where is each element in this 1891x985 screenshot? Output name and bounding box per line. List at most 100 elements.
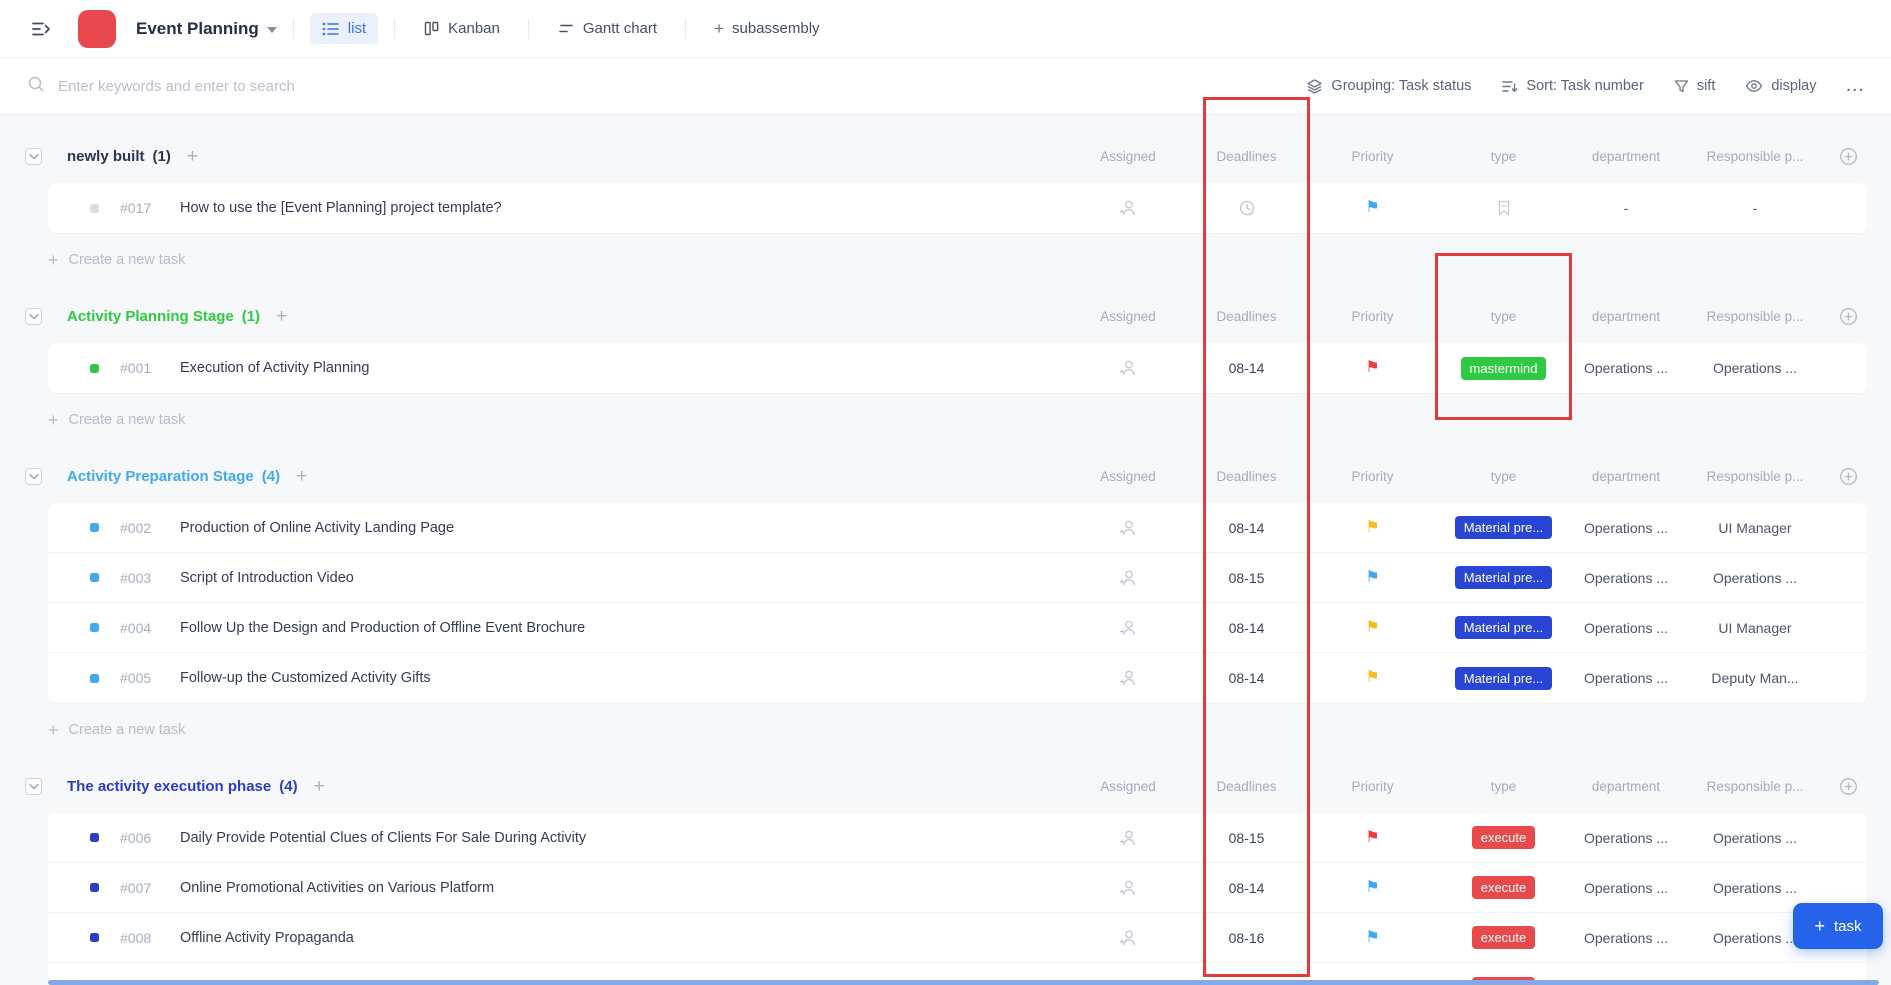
task-title[interactable]: Offline Activity Propaganda xyxy=(180,930,354,946)
assigned-cell[interactable] xyxy=(1073,198,1183,218)
deadline-cell[interactable] xyxy=(1183,198,1310,218)
project-logo[interactable] xyxy=(78,10,116,48)
task-title[interactable]: Production of Online Activity Landing Pa… xyxy=(180,520,454,536)
chevron-down-icon[interactable] xyxy=(267,20,277,38)
deadline-cell[interactable]: 08-14 xyxy=(1183,520,1310,536)
task-title[interactable]: Daily Provide Potential Clues of Clients… xyxy=(180,830,586,846)
deadline-cell[interactable]: 08-15 xyxy=(1183,830,1310,846)
column-header[interactable]: Assigned xyxy=(1073,779,1183,794)
group-collapse-icon[interactable] xyxy=(25,148,42,165)
tab-subassembly[interactable]: + subassembly xyxy=(702,12,831,46)
assigned-cell[interactable] xyxy=(1073,618,1183,638)
deadline-cell[interactable]: 08-14 xyxy=(1183,880,1310,896)
column-header[interactable]: type xyxy=(1435,149,1572,164)
tab-list[interactable]: list xyxy=(310,13,378,44)
priority-cell[interactable]: ⚑ xyxy=(1310,880,1435,896)
type-tag[interactable]: Material pre... xyxy=(1455,667,1552,690)
filter-button[interactable]: sift xyxy=(1674,78,1716,94)
task-title[interactable]: Execution of Activity Planning xyxy=(180,360,369,376)
task-row[interactable]: #004 Follow Up the Design and Production… xyxy=(48,603,1867,653)
department-cell[interactable]: Operations ... xyxy=(1572,570,1680,586)
type-cell[interactable]: execute xyxy=(1435,826,1572,849)
grouping-button[interactable]: Grouping: Task status xyxy=(1306,78,1471,95)
column-header[interactable]: department xyxy=(1572,309,1680,324)
display-button[interactable]: display xyxy=(1745,78,1816,94)
sidebar-toggle-icon[interactable] xyxy=(30,19,52,39)
type-cell[interactable]: execute xyxy=(1435,876,1572,899)
group-name[interactable]: The activity execution phase xyxy=(67,778,271,795)
department-cell[interactable]: Operations ... xyxy=(1572,360,1680,376)
column-header[interactable]: Deadlines xyxy=(1183,309,1310,324)
priority-cell[interactable]: ⚑ xyxy=(1310,360,1435,376)
group-collapse-icon[interactable] xyxy=(25,778,42,795)
task-row[interactable]: #008 Offline Activity Propaganda 08-16 ⚑… xyxy=(48,913,1867,963)
task-title[interactable]: Script of Introduction Video xyxy=(180,570,354,586)
type-cell[interactable]: execute xyxy=(1435,926,1572,949)
type-cell[interactable]: mastermind xyxy=(1435,357,1572,380)
type-cell[interactable] xyxy=(1435,199,1572,217)
deadline-cell[interactable]: 08-14 xyxy=(1183,620,1310,636)
column-header[interactable]: Assigned xyxy=(1073,149,1183,164)
type-tag[interactable]: Material pre... xyxy=(1455,516,1552,539)
column-header[interactable]: Priority xyxy=(1310,779,1435,794)
group-name[interactable]: newly built xyxy=(67,148,145,165)
priority-cell[interactable]: ⚑ xyxy=(1310,200,1435,216)
deadline-cell[interactable]: 08-14 xyxy=(1183,360,1310,376)
tab-kanban[interactable]: Kanban xyxy=(411,13,512,44)
add-column-icon[interactable] xyxy=(1830,307,1867,326)
type-cell[interactable]: Material pre... xyxy=(1435,667,1572,690)
task-row[interactable]: #005 Follow-up the Customized Activity G… xyxy=(48,653,1867,703)
type-tag[interactable]: execute xyxy=(1472,926,1536,949)
department-cell[interactable]: Operations ... xyxy=(1572,670,1680,686)
group-name[interactable]: Activity Planning Stage xyxy=(67,308,234,325)
department-cell[interactable]: Operations ... xyxy=(1572,830,1680,846)
task-row[interactable]: #002 Production of Online Activity Landi… xyxy=(48,503,1867,553)
horizontal-scrollbar[interactable] xyxy=(48,980,1879,985)
type-tag[interactable]: Material pre... xyxy=(1455,616,1552,639)
column-header[interactable]: Responsible p... xyxy=(1680,309,1830,324)
department-cell[interactable]: Operations ... xyxy=(1572,880,1680,896)
group-add-task-icon[interactable]: + xyxy=(276,307,287,326)
task-row[interactable]: #003 Script of Introduction Video 08-15 … xyxy=(48,553,1867,603)
project-title[interactable]: Event Planning xyxy=(136,19,259,39)
tab-gantt[interactable]: Gantt chart xyxy=(545,13,669,44)
create-task-button[interactable]: + Create a new task xyxy=(48,240,1891,280)
assigned-cell[interactable] xyxy=(1073,828,1183,848)
column-header[interactable]: Responsible p... xyxy=(1680,149,1830,164)
assigned-cell[interactable] xyxy=(1073,668,1183,688)
task-title[interactable]: Online Promotional Activities on Various… xyxy=(180,880,494,896)
priority-cell[interactable]: ⚑ xyxy=(1310,830,1435,846)
column-header[interactable]: department xyxy=(1572,469,1680,484)
column-header[interactable]: Deadlines xyxy=(1183,469,1310,484)
assigned-cell[interactable] xyxy=(1073,928,1183,948)
deadline-cell[interactable]: 08-14 xyxy=(1183,670,1310,686)
priority-cell[interactable]: ⚑ xyxy=(1310,930,1435,946)
add-task-button[interactable]: + task xyxy=(1793,903,1883,949)
responsible-cell[interactable]: Operations ... xyxy=(1680,360,1830,376)
column-header[interactable]: Assigned xyxy=(1073,469,1183,484)
responsible-cell[interactable]: UI Manager xyxy=(1680,520,1830,536)
column-header[interactable]: Priority xyxy=(1310,309,1435,324)
column-header[interactable]: type xyxy=(1435,309,1572,324)
task-title[interactable]: Follow Up the Design and Production of O… xyxy=(180,620,585,636)
type-cell[interactable]: Material pre... xyxy=(1435,616,1572,639)
sort-button[interactable]: Sort: Task number xyxy=(1501,78,1643,94)
column-header[interactable]: department xyxy=(1572,149,1680,164)
add-column-icon[interactable] xyxy=(1830,147,1867,166)
group-add-task-icon[interactable]: + xyxy=(187,147,198,166)
task-row[interactable]: #006 Daily Provide Potential Clues of Cl… xyxy=(48,813,1867,863)
task-row[interactable]: #007 Online Promotional Activities on Va… xyxy=(48,863,1867,913)
task-title[interactable]: How to use the [Event Planning] project … xyxy=(180,200,502,216)
priority-cell[interactable]: ⚑ xyxy=(1310,520,1435,536)
type-cell[interactable]: Material pre... xyxy=(1435,516,1572,539)
type-tag[interactable]: mastermind xyxy=(1461,357,1547,380)
create-task-button[interactable]: + Create a new task xyxy=(48,710,1891,750)
assigned-cell[interactable] xyxy=(1073,568,1183,588)
assigned-cell[interactable] xyxy=(1073,878,1183,898)
type-cell[interactable]: Material pre... xyxy=(1435,566,1572,589)
assigned-cell[interactable] xyxy=(1073,518,1183,538)
deadline-cell[interactable]: 08-16 xyxy=(1183,930,1310,946)
column-header[interactable]: type xyxy=(1435,779,1572,794)
column-header[interactable]: department xyxy=(1572,779,1680,794)
type-tag[interactable]: execute xyxy=(1472,876,1536,899)
